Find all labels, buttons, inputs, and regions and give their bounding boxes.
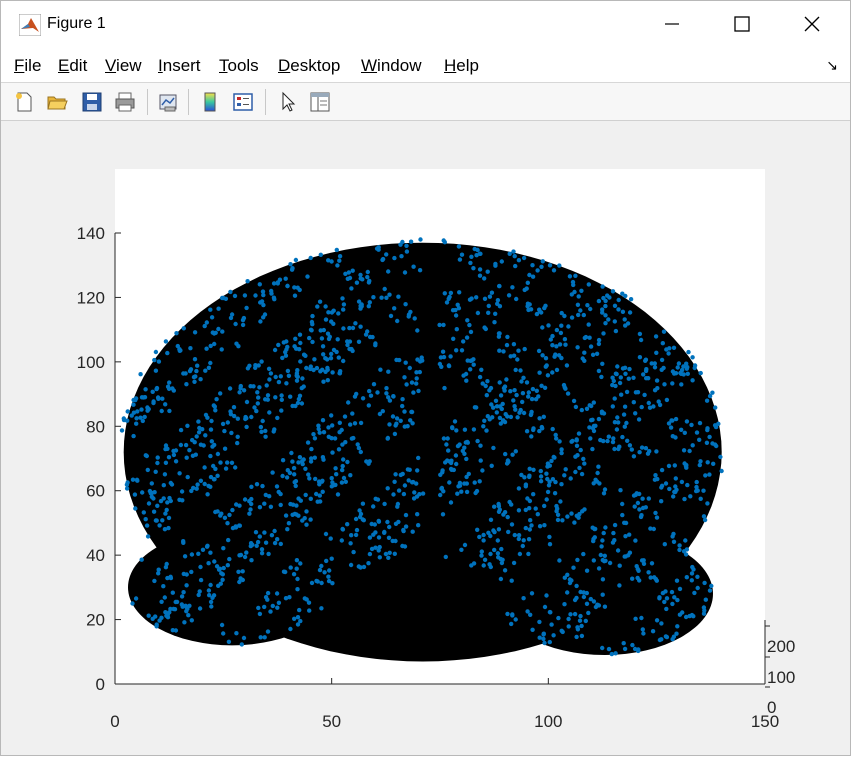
menu-edit[interactable]: Edit xyxy=(58,56,88,75)
title-bar: Figure 1 xyxy=(1,1,850,47)
colorbar-icon xyxy=(204,92,216,112)
legend-button[interactable] xyxy=(230,89,256,115)
menu-desktop[interactable]: Desktop xyxy=(278,56,341,75)
toolbar-separator xyxy=(188,89,189,115)
save-icon xyxy=(82,92,102,112)
link-plot-icon xyxy=(159,94,177,112)
window-title: Figure 1 xyxy=(47,15,106,32)
menu-tools[interactable]: Tools xyxy=(219,56,259,75)
dock-arrow-icon[interactable]: ↘ xyxy=(826,57,838,73)
maximize-button[interactable] xyxy=(707,1,777,47)
legend-icon xyxy=(233,93,253,111)
open-file-icon xyxy=(47,96,68,110)
matlab-logo-icon xyxy=(19,14,41,36)
toolbar-separator xyxy=(147,89,148,115)
property-editor-icon xyxy=(310,92,330,112)
menu-insert[interactable]: Insert xyxy=(158,56,201,75)
menu-window[interactable]: Window xyxy=(361,56,422,75)
new-figure-icon xyxy=(16,92,32,112)
print-button[interactable] xyxy=(112,89,138,115)
close-button[interactable] xyxy=(777,1,847,47)
figure-canvas xyxy=(7,122,846,752)
menu-help[interactable]: Help xyxy=(444,56,479,75)
menu-bar: File Edit View Insert Tools Desktop Wind… xyxy=(1,47,850,83)
print-icon xyxy=(115,92,135,112)
pointer-button[interactable] xyxy=(274,89,300,115)
toolbar-separator xyxy=(265,89,266,115)
menu-view[interactable]: View xyxy=(105,56,142,75)
link-plot-button[interactable] xyxy=(155,89,181,115)
minimize-button[interactable] xyxy=(637,1,707,47)
pointer-icon xyxy=(282,91,296,112)
property-editor-button[interactable] xyxy=(307,89,333,115)
save-button[interactable] xyxy=(79,89,105,115)
toolbar xyxy=(1,83,850,121)
maximize-icon xyxy=(734,16,750,32)
menu-file[interactable]: File xyxy=(14,56,42,75)
new-figure-button[interactable] xyxy=(11,89,37,115)
colorbar-button[interactable] xyxy=(197,89,223,115)
open-file-button[interactable] xyxy=(44,89,70,115)
close-icon xyxy=(804,16,820,32)
minimize-icon xyxy=(665,23,679,25)
